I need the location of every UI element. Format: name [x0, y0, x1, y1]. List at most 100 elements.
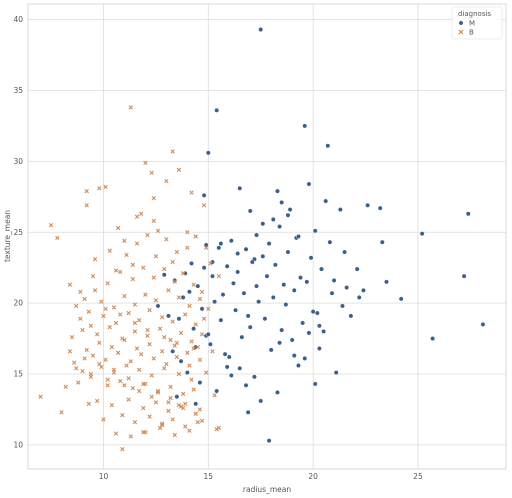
data-point-b [180, 271, 186, 276]
series-b-points [38, 105, 221, 452]
data-point-m [245, 313, 251, 319]
data-point-b [172, 432, 177, 438]
data-point-b [199, 332, 205, 337]
data-point-b [153, 298, 159, 303]
legend-marker-m [458, 20, 464, 26]
data-point-b [145, 333, 150, 338]
data-point-b [166, 288, 171, 293]
data-point-m [155, 303, 161, 309]
legend: diagnosis M B [451, 6, 503, 40]
data-point-b [216, 425, 221, 431]
data-point-m [207, 341, 213, 347]
data-point-m [323, 198, 329, 204]
data-point-m [189, 261, 194, 266]
data-point-m [306, 330, 312, 336]
data-point-m [258, 27, 264, 32]
data-point-m [216, 245, 222, 251]
data-point-b [195, 420, 201, 425]
data-point-b [90, 353, 96, 358]
data-point-m [302, 123, 308, 129]
data-point-b [122, 337, 127, 343]
data-point-m [275, 188, 280, 194]
data-point-b [189, 377, 194, 382]
data-point-b [92, 288, 98, 293]
data-point-b [118, 378, 123, 384]
data-point-m [281, 282, 287, 288]
data-point-m [201, 265, 207, 271]
y-tick-label: 40 [13, 15, 23, 24]
data-point-b [191, 346, 196, 351]
data-point-b [94, 398, 100, 404]
data-point-m [266, 241, 272, 246]
data-point-b [159, 349, 165, 354]
data-point-b [191, 387, 196, 392]
data-point-m [354, 266, 360, 272]
data-point-b [141, 429, 146, 435]
data-point-b [132, 320, 138, 326]
data-point-b [132, 302, 138, 307]
data-point-m [197, 380, 203, 385]
data-point-m [285, 249, 291, 255]
data-point-b [141, 381, 146, 387]
data-point-m [224, 263, 230, 269]
data-point-b [126, 376, 131, 381]
data-point-b [143, 160, 148, 165]
data-point-b [78, 316, 83, 321]
data-point-b [191, 282, 196, 287]
data-point-b [149, 373, 154, 378]
data-point-b [124, 363, 129, 368]
data-point-b [201, 316, 207, 321]
data-point-m [260, 253, 266, 259]
data-point-m [218, 317, 224, 323]
data-point-b [151, 196, 156, 201]
data-point-m [327, 239, 333, 245]
data-point-b [55, 235, 60, 241]
data-point-m [226, 354, 232, 360]
data-point-b [164, 179, 169, 184]
data-point-m [317, 346, 322, 351]
data-point-b [38, 394, 43, 399]
data-point-b [105, 383, 110, 388]
data-point-b [84, 203, 89, 208]
data-point-b [120, 412, 125, 418]
data-point-b [124, 252, 129, 258]
data-point-b [176, 403, 182, 408]
data-point-m [319, 266, 324, 272]
data-point-m [191, 326, 197, 332]
data-point-b [174, 354, 180, 360]
data-point-m [237, 185, 243, 191]
data-point-b [185, 230, 190, 235]
data-point-m [461, 273, 467, 279]
data-point-m [178, 358, 184, 364]
data-point-m [220, 292, 226, 298]
y-tick-label: 10 [13, 440, 23, 449]
data-point-b [132, 420, 138, 425]
data-point-b [82, 356, 87, 361]
data-point-b [162, 366, 167, 371]
data-point-b [118, 269, 123, 275]
data-point-b [189, 190, 194, 195]
data-point-b [153, 400, 159, 405]
legend-box [451, 6, 503, 40]
legend-label-m: M [469, 20, 475, 28]
data-point-b [139, 211, 144, 217]
data-point-b [168, 395, 173, 401]
data-point-m [245, 409, 251, 415]
data-point-b [197, 407, 203, 412]
data-point-b [164, 361, 169, 367]
data-point-b [193, 234, 198, 239]
data-point-b [63, 384, 68, 389]
data-point-m [314, 310, 320, 316]
data-point-b [162, 334, 167, 340]
data-point-b [113, 268, 119, 273]
data-point-b [208, 261, 213, 266]
data-point-b [130, 276, 136, 282]
data-point-b [168, 384, 173, 389]
data-point-b [185, 245, 190, 251]
y-tick-label: 35 [13, 86, 23, 95]
data-point-b [139, 351, 144, 357]
data-point-b [155, 388, 161, 394]
data-point-m [308, 255, 314, 261]
x-axis-label: radius_mean [243, 485, 291, 494]
